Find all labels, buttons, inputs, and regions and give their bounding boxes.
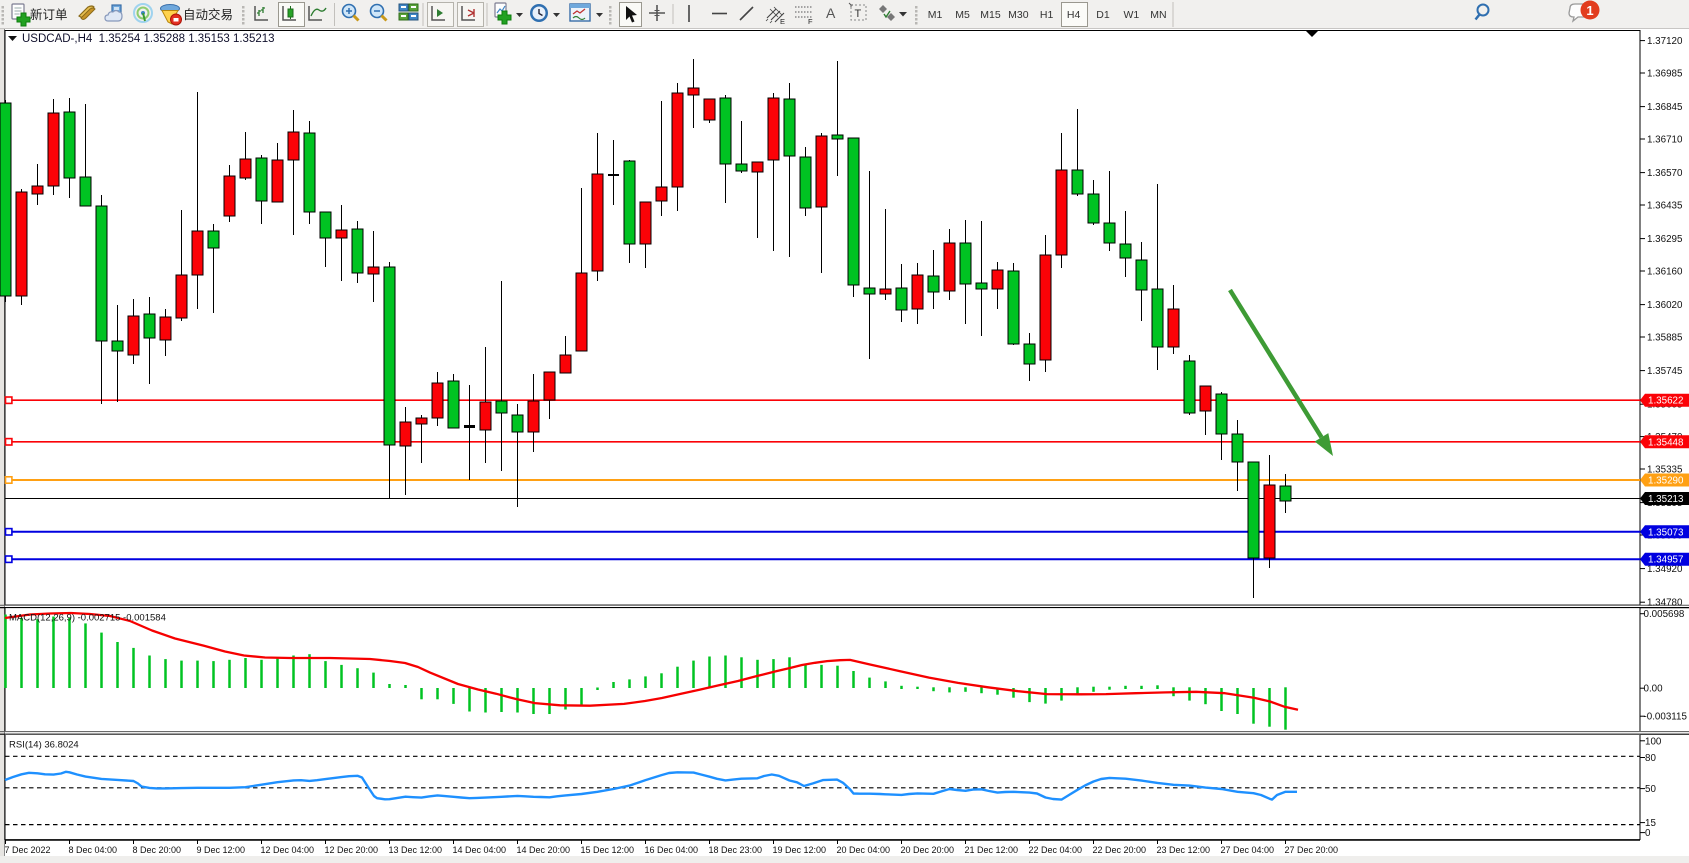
svg-text:20 Dec 04:00: 20 Dec 04:00 xyxy=(837,845,891,855)
svg-text:新订单: 新订单 xyxy=(30,7,68,22)
svg-text:1.35073: 1.35073 xyxy=(1648,527,1684,538)
svg-text:W1: W1 xyxy=(1124,9,1140,21)
svg-text:1.35745: 1.35745 xyxy=(1647,366,1683,377)
svg-text:8 Dec 04:00: 8 Dec 04:00 xyxy=(69,845,118,855)
svg-text:1.37120: 1.37120 xyxy=(1647,36,1683,47)
svg-text:22 Dec 04:00: 22 Dec 04:00 xyxy=(1029,845,1083,855)
svg-text:1.36570: 1.36570 xyxy=(1647,168,1683,179)
svg-text:0.00: 0.00 xyxy=(1644,684,1664,695)
svg-text:1.36845: 1.36845 xyxy=(1647,102,1683,113)
svg-text:H4: H4 xyxy=(1067,9,1081,21)
svg-text:19 Dec 12:00: 19 Dec 12:00 xyxy=(773,845,827,855)
svg-text:M30: M30 xyxy=(1008,9,1029,21)
svg-text:13 Dec 12:00: 13 Dec 12:00 xyxy=(389,845,443,855)
svg-text:1.34780: 1.34780 xyxy=(1647,598,1683,609)
svg-text:1.36985: 1.36985 xyxy=(1647,69,1683,80)
svg-text:MACD(12,26,9) -0.002715 -0.001: MACD(12,26,9) -0.002715 -0.001584 xyxy=(9,613,166,624)
svg-text:15 Dec 12:00: 15 Dec 12:00 xyxy=(581,845,635,855)
svg-text:12 Dec 20:00: 12 Dec 20:00 xyxy=(325,845,379,855)
svg-text:8 Dec 20:00: 8 Dec 20:00 xyxy=(133,845,182,855)
svg-text:M5: M5 xyxy=(955,9,970,21)
svg-text:1.36295: 1.36295 xyxy=(1647,234,1683,245)
svg-text:E: E xyxy=(780,17,785,26)
svg-text:23 Dec 12:00: 23 Dec 12:00 xyxy=(1157,845,1211,855)
svg-text:1.35885: 1.35885 xyxy=(1647,333,1683,344)
svg-text:A: A xyxy=(826,5,836,21)
svg-text:27 Dec 20:00: 27 Dec 20:00 xyxy=(1285,845,1339,855)
svg-text:21 Dec 12:00: 21 Dec 12:00 xyxy=(965,845,1019,855)
svg-text:12 Dec 04:00: 12 Dec 04:00 xyxy=(261,845,315,855)
svg-text:27 Dec 04:00: 27 Dec 04:00 xyxy=(1221,845,1275,855)
svg-text:1.35448: 1.35448 xyxy=(1648,437,1684,448)
svg-text:15: 15 xyxy=(1645,818,1656,829)
svg-text:D1: D1 xyxy=(1096,9,1110,21)
svg-text:RSI(14) 36.8024: RSI(14) 36.8024 xyxy=(9,740,79,751)
svg-text:1.35213: 1.35213 xyxy=(1648,494,1684,505)
svg-text:1.34920: 1.34920 xyxy=(1647,564,1683,575)
svg-text:自动交易: 自动交易 xyxy=(183,7,233,22)
svg-text:0: 0 xyxy=(1645,828,1651,839)
svg-text:18 Dec 23:00: 18 Dec 23:00 xyxy=(709,845,763,855)
svg-text:H1: H1 xyxy=(1040,9,1054,21)
svg-text:1.34957: 1.34957 xyxy=(1648,555,1683,566)
svg-text:50: 50 xyxy=(1645,784,1656,795)
svg-text:1.36020: 1.36020 xyxy=(1647,300,1683,311)
svg-text:M1: M1 xyxy=(928,9,943,21)
svg-text:100: 100 xyxy=(1645,736,1662,747)
svg-text:F: F xyxy=(808,17,813,26)
svg-text:-0.003115: -0.003115 xyxy=(1644,712,1688,723)
svg-text:1.36160: 1.36160 xyxy=(1647,267,1683,278)
svg-text:1.35290: 1.35290 xyxy=(1648,476,1684,487)
svg-text:1.36710: 1.36710 xyxy=(1647,135,1683,146)
svg-text:1.36435: 1.36435 xyxy=(1647,201,1683,212)
svg-text:1: 1 xyxy=(1586,3,1593,18)
svg-text:MN: MN xyxy=(1150,9,1166,21)
svg-text:14 Dec 20:00: 14 Dec 20:00 xyxy=(517,845,571,855)
svg-text:M15: M15 xyxy=(980,9,1001,21)
svg-text:80: 80 xyxy=(1645,753,1656,764)
svg-text:T: T xyxy=(855,8,862,20)
svg-text:14 Dec 04:00: 14 Dec 04:00 xyxy=(453,845,507,855)
svg-text:1.35622: 1.35622 xyxy=(1648,396,1683,407)
svg-text:0.005698: 0.005698 xyxy=(1644,609,1685,620)
svg-text:9 Dec 12:00: 9 Dec 12:00 xyxy=(197,845,246,855)
svg-text:20 Dec 20:00: 20 Dec 20:00 xyxy=(901,845,955,855)
svg-text:22 Dec 20:00: 22 Dec 20:00 xyxy=(1093,845,1147,855)
svg-text:1.35335: 1.35335 xyxy=(1647,465,1683,476)
svg-text:USDCAD-,H4 1.35254 1.35288 1.: USDCAD-,H4 1.35254 1.35288 1.35153 1.352… xyxy=(22,33,275,45)
svg-text:7 Dec 2022: 7 Dec 2022 xyxy=(5,845,51,855)
svg-text:16 Dec 04:00: 16 Dec 04:00 xyxy=(645,845,699,855)
